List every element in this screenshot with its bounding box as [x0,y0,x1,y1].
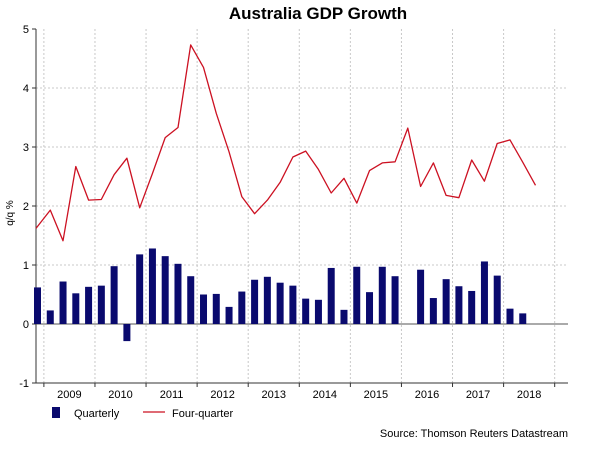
quarterly-bar [314,299,322,324]
quarterly-bar [327,267,335,324]
x-tick-label: 2016 [415,389,439,401]
quarterly-bar [46,310,54,324]
x-tick-label: 2018 [517,389,541,401]
quarterly-bar [340,309,348,324]
y-tick-label: 4 [23,83,29,95]
legend-fourquarter-label: Four-quarter [172,408,233,420]
quarterly-bar [187,276,195,324]
quarterly-bar [455,286,463,324]
quarterly-bar [148,248,156,324]
axes [32,28,568,387]
y-tick-label: 0 [23,319,29,331]
legend-quarterly-swatch [52,407,60,418]
legend-quarterly-label: Quarterly [74,408,120,420]
quarterly-bar [417,269,425,324]
quarterly-bar [123,324,131,342]
grid-lines [36,29,568,383]
quarterly-bar [391,276,399,324]
quarterly-bar [200,294,208,324]
y-tick-label: 2 [23,201,29,213]
x-tick-label: 2012 [210,389,234,401]
quarterly-bar [289,285,297,324]
quarterly-bar [493,275,501,324]
quarterly-bar [212,293,220,324]
y-tick-label: 1 [23,260,29,272]
four-quarter-line [35,44,537,242]
x-tick-label: 2014 [313,389,337,401]
quarterly-bar [136,254,144,324]
y-tick-label: 3 [23,142,29,154]
quarterly-bar [59,281,67,324]
quarterly-bar [263,276,271,324]
quarterly-bar [353,266,361,324]
x-tick-label: 2017 [466,389,490,401]
quarterly-bar [429,298,437,324]
quarterly-bar [366,292,374,324]
quarterly-bar [238,291,246,324]
x-tick-labels: 2009 2010 2011 2012 2013 2014 2015 2016 2017 2018 [57,389,541,401]
quarterly-bar [97,285,105,324]
y-tick-labels: -1 0 1 2 3 4 5 [19,24,29,390]
legend: Quarterly Four-quarter [52,407,233,420]
quarterly-bar [302,298,310,324]
four-quarter-series-line [35,44,537,242]
quarterly-bar [85,286,93,324]
quarterly-bar [161,256,169,324]
quarterly-bar [378,266,386,324]
quarterly-bar [506,308,514,324]
y-axis-label: q/q % [5,200,16,226]
quarterly-bar [72,293,80,324]
quarterly-bar [34,287,41,324]
chart-title: Australia GDP Growth [229,4,407,23]
quarterly-bar [442,279,450,324]
x-tick-label: 2013 [262,389,286,401]
quarterly-bars [34,248,527,342]
x-tick-label: 2011 [160,389,184,401]
source-note: Source: Thomson Reuters Datastream [380,428,568,440]
quarterly-bar [225,306,233,324]
x-tick-label: 2009 [57,389,81,401]
quarterly-bar [480,261,488,324]
quarterly-bar [251,279,259,324]
quarterly-bar [174,263,182,324]
quarterly-bar [519,313,527,324]
quarterly-bar [468,290,476,324]
x-tick-label: 2010 [108,389,132,401]
y-tick-label: 5 [23,24,29,36]
x-tick-label: 2015 [364,389,388,401]
quarterly-bar [276,282,284,324]
quarterly-bar [110,266,118,324]
y-tick-label: -1 [19,378,29,390]
